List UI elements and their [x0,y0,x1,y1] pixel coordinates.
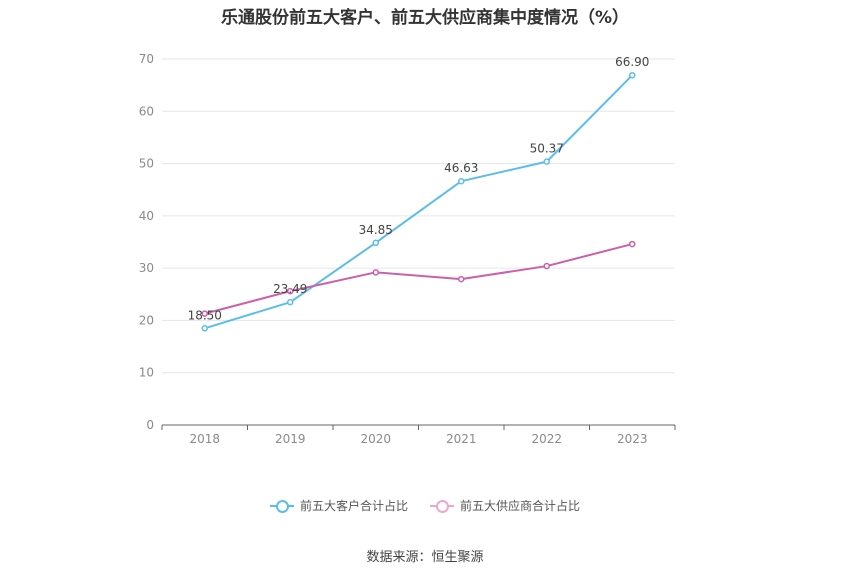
data-point [629,71,636,79]
source-note: 数据来源：恒生聚源 [366,550,484,565]
legend-label-suppliers: 前五大供应商合计占比 [460,499,581,513]
legend: 前五大客户合计占比 前五大供应商合计占比 [0,497,850,514]
data-point [201,325,208,332]
y-tick-label: 70 [139,52,154,66]
data-point [629,240,636,248]
x-tick-label: 2020 [360,432,391,446]
legend-line-marker-icon [430,499,454,513]
data-point [543,262,550,270]
y-tick-label: 20 [139,313,154,327]
y-tick-label: 40 [139,209,154,223]
data-label: 34.85 [359,223,393,237]
legend-label-customers: 前五大客户合计占比 [299,499,408,513]
y-tick-label: 50 [139,157,154,171]
data-label: 50.37 [530,142,564,156]
x-tick-label: 2021 [446,432,477,446]
y-tick-label: 0 [146,418,154,432]
y-tick-label: 60 [139,104,154,118]
data-label: 23.49 [273,282,307,296]
data-point [543,158,550,165]
data-point [372,269,379,276]
chart-title: 乐通股份前五大客户、前五大供应商集中度情况（%） [220,8,630,28]
data-point [287,298,294,306]
data-point [458,275,465,283]
y-tick-label: 30 [139,261,154,275]
data-point [458,177,465,185]
y-tick-label: 10 [139,366,154,380]
x-tick-label: 2018 [189,432,220,446]
legend-item-suppliers[interactable]: 前五大供应商合计占比 [430,497,580,514]
data-point [287,287,294,295]
data-point [372,239,379,247]
series-line-1 [204,74,633,330]
data-label: 18.50 [188,308,222,322]
legend-item-customers[interactable]: 前五大客户合计占比 [269,497,408,514]
x-tick-label: 2022 [531,432,562,446]
series-line-2 [204,243,633,315]
x-tick-label: 2019 [275,432,306,446]
data-point [201,310,208,317]
data-label: 66.90 [615,55,649,69]
x-tick-label: 2023 [617,432,648,446]
data-label: 46.63 [444,161,478,175]
legend-line-marker-icon [269,499,294,513]
